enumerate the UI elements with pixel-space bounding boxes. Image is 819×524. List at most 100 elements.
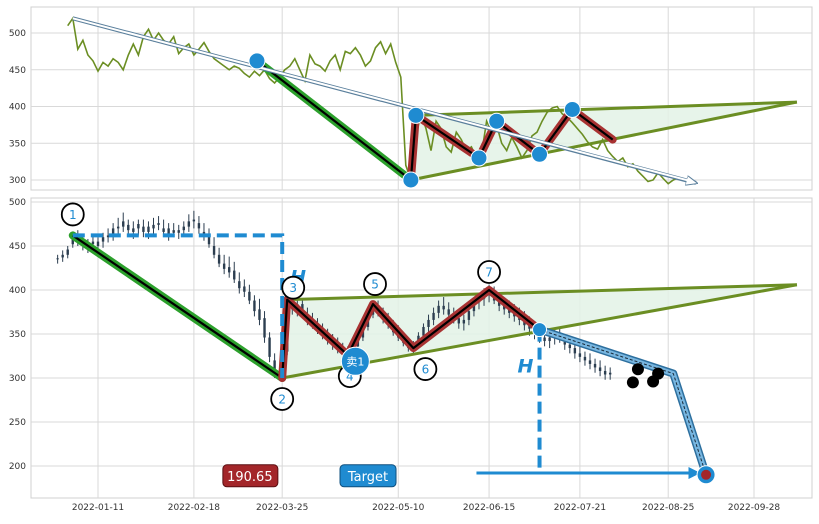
candle-body	[222, 263, 226, 269]
x-tick-label: 2022-06-15	[463, 503, 515, 513]
pivot-label-3: 3	[289, 281, 297, 295]
top-pivot-dot	[470, 149, 488, 167]
top-pivot-dot	[531, 145, 549, 163]
pivot-label-1: 1	[69, 208, 77, 222]
bottom-upper-trendline	[287, 283, 797, 302]
black-marker-dot	[631, 363, 644, 376]
x-tick-label: 2022-02-18	[168, 503, 221, 513]
candle-body	[528, 325, 531, 329]
candle-body	[497, 300, 501, 306]
candle-body	[578, 353, 582, 357]
height-dashed-marker	[72, 233, 285, 378]
top-pivot-dot	[407, 106, 425, 124]
candle-body	[217, 254, 221, 264]
black-marker-dot	[626, 376, 639, 389]
candle-body	[197, 223, 201, 229]
candle-body	[96, 241, 100, 246]
top-panel: 300 350 400 450 500	[9, 6, 813, 191]
pivot-label-circle-3	[281, 275, 306, 300]
candle-body	[182, 226, 185, 231]
candle-body	[167, 228, 170, 234]
breakout-dot	[532, 322, 548, 338]
bottom-y-tick-label: 500	[9, 198, 26, 208]
top-y-tick-label: 350	[9, 139, 26, 149]
target-badge-box	[339, 464, 397, 488]
candle-body	[447, 309, 450, 315]
candle-body	[172, 230, 175, 233]
candle-body	[66, 249, 69, 255]
pivot-label-circle-1	[60, 202, 85, 227]
candle-body	[437, 305, 440, 313]
candle-body	[253, 300, 256, 312]
candle-body	[91, 241, 95, 245]
candle-body	[212, 246, 216, 255]
candle-body	[243, 286, 246, 292]
pivot-label-4: 4	[346, 370, 354, 384]
candle-body	[543, 337, 546, 342]
candle-body	[472, 302, 476, 312]
top-green-leg-core	[256, 60, 412, 181]
top-y-tick-label: 450	[9, 66, 26, 76]
candle-body	[177, 230, 180, 233]
top-y-tick-label: 500	[9, 29, 26, 39]
candle-body	[157, 223, 160, 225]
bottom-green-leg-core	[72, 234, 283, 379]
candle-body	[548, 337, 551, 342]
bottom-y-tick-label: 250	[9, 418, 26, 428]
pivot-label-2: 2	[278, 393, 286, 407]
black-marker-dot	[652, 367, 665, 380]
pivot-label-circle-6	[413, 357, 438, 381]
top-y-tick-label: 300	[9, 176, 26, 186]
x-tick-label: 2022-03-25	[256, 503, 308, 513]
bottom-panel: 200 250 300 350 400 450 500 2022-01-11 2022-02-1…	[9, 197, 813, 513]
candle-body	[598, 367, 602, 371]
candle-body	[61, 254, 64, 258]
pivot-label-7: 7	[485, 266, 493, 280]
bottom-y-tick-label: 400	[9, 286, 26, 296]
bottom-y-tick-label: 350	[9, 330, 26, 340]
x-tick-label: 2022-01-11	[72, 503, 124, 513]
candle-body	[467, 311, 471, 320]
candle-body	[111, 228, 115, 236]
x-tick-label: 2022-09-28	[728, 503, 781, 513]
candle-body	[192, 219, 196, 222]
candle-body	[207, 235, 211, 245]
candle-body	[228, 267, 231, 273]
candle-body	[588, 360, 592, 364]
x-tick-label: 2022-07-21	[554, 503, 606, 513]
top-trend-arrow-shaft	[72, 17, 691, 182]
pivot-label-6: 6	[422, 363, 430, 377]
candle-body	[273, 360, 276, 373]
bottom-y-tick-label: 200	[9, 462, 26, 472]
candle-body	[147, 226, 150, 232]
projection-line-dash	[539, 329, 707, 475]
candle-body	[427, 319, 430, 327]
candle-body	[142, 226, 145, 232]
candle-body	[462, 319, 466, 324]
candle-body	[233, 270, 236, 280]
pivot-label-circle-2	[270, 387, 295, 411]
sell-badge-label: 卖1	[346, 355, 364, 368]
candle-body	[132, 228, 135, 232]
pivot-label-circle-7	[477, 260, 501, 284]
top-lower-trendline	[410, 100, 798, 182]
candle-body	[583, 356, 587, 361]
candle-body	[573, 348, 577, 354]
candle-body	[101, 237, 105, 242]
pivot-label-circle-5	[363, 272, 387, 296]
candle-body	[603, 370, 607, 375]
candle-body	[503, 305, 506, 310]
candle-body	[442, 305, 445, 310]
candle-body	[568, 344, 572, 349]
x-tick-label: 2022-08-25	[642, 503, 694, 513]
bottom-y-tick-label: 450	[9, 242, 26, 252]
sell-badge-circle	[340, 346, 370, 376]
pivot-label-5: 5	[371, 278, 379, 292]
candle-body	[248, 291, 251, 301]
price-badge-box	[222, 464, 279, 488]
candle-body	[187, 221, 191, 227]
projection-label-h: H	[518, 356, 534, 378]
top-y-tick-label: 400	[9, 103, 26, 113]
bottom-red-legs-core	[281, 288, 541, 379]
x-tick-label: 2022-05-10	[372, 503, 425, 513]
